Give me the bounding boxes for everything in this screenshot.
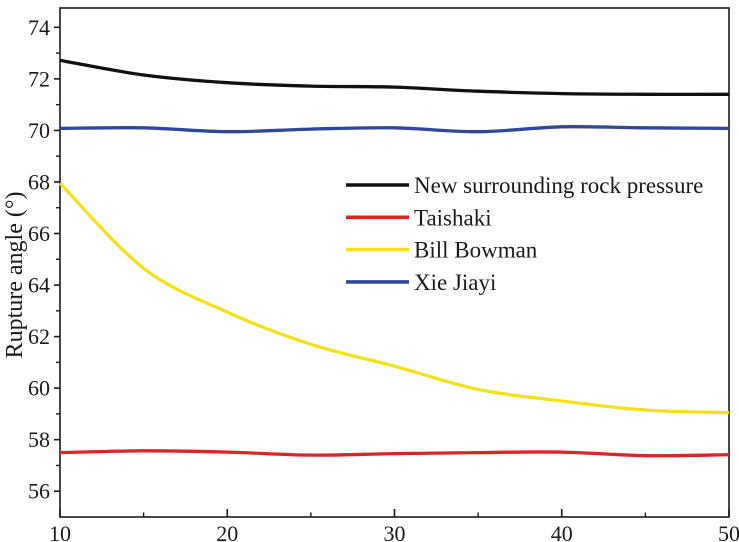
legend-label-xie-jiayi: Xie Jiayi: [414, 270, 496, 295]
x-tick-label-30: 30: [384, 521, 406, 542]
y-tick-label-70: 70: [28, 118, 50, 143]
legend-label-taishaki: Taishaki: [414, 205, 492, 230]
legend-item-taishaki: Taishaki: [346, 205, 492, 230]
x-tick-label-40: 40: [551, 521, 573, 542]
y-tick-label-68: 68: [28, 169, 50, 194]
x-tick-label-10: 10: [49, 521, 71, 542]
y-tick-label-66: 66: [28, 221, 50, 246]
x-tick-label-50: 50: [718, 521, 739, 542]
legend-label-new-surrounding-rock-pressure: New surrounding rock pressure: [414, 173, 703, 198]
axes-layer: 10 20 30 40 50 56 58 60 62 64 66 68 70 72 74: [28, 7, 739, 542]
series-layer: [58, 58, 730, 458]
y-axis-title: Rupture angle (°): [2, 192, 28, 359]
y-tick-label-74: 74: [28, 15, 50, 40]
x-tick-label-20: 20: [216, 521, 238, 542]
legend-item-xie-jiayi: Xie Jiayi: [346, 270, 496, 295]
legend-item-bill-bowman: Bill Bowman: [346, 238, 538, 263]
series-line-xie-jiayi: [59, 125, 730, 134]
y-tick-label-72: 72: [28, 66, 50, 91]
series-line-taishaki: [59, 449, 730, 458]
y-tick-label-58: 58: [28, 427, 50, 452]
y-tick-label-60: 60: [28, 376, 50, 401]
y-tick-label-64: 64: [28, 273, 50, 298]
legend-item-new-surrounding-rock-pressure: New surrounding rock pressure: [346, 173, 703, 198]
y-tick-label-56: 56: [28, 479, 50, 504]
y-tick-label-62: 62: [28, 324, 50, 349]
legend-label-bill-bowman: Bill Bowman: [414, 238, 538, 263]
plot-border: [59, 7, 730, 518]
series-line-new-surrounding-rock-pressure: [59, 58, 730, 97]
series-line-bill-bowman: [58, 182, 730, 415]
legend: New surrounding rock pressure Taishaki Bil…: [346, 173, 703, 295]
